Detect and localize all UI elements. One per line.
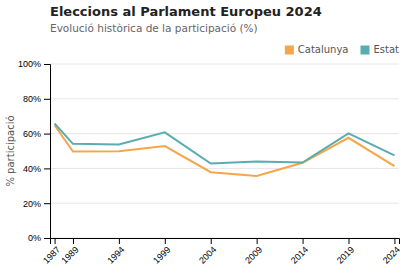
line bbox=[55, 125, 395, 176]
tick-mark bbox=[73, 238, 74, 244]
axis-title: % participació bbox=[5, 115, 16, 186]
plot: 19871989 1994 1999 2004 2009 2014 2019 2024 0% 20… bbox=[18, 59, 402, 265]
grid bbox=[50, 64, 399, 238]
tick-label: 1999 bbox=[151, 244, 172, 265]
tick-mark bbox=[211, 238, 212, 244]
tick-label: 2009 bbox=[243, 244, 264, 265]
tick-mark bbox=[303, 238, 304, 244]
tick-label: 1994 bbox=[105, 244, 126, 265]
tick-mark bbox=[55, 238, 56, 244]
tick-label: 2019 bbox=[335, 244, 356, 265]
tick-label: 40% bbox=[23, 164, 41, 174]
tick: 1999 bbox=[151, 238, 172, 266]
y-axis: 0% 20% 40% 60% 80% 100% bbox=[18, 59, 51, 243]
grid-line bbox=[50, 98, 399, 99]
lines bbox=[55, 124, 395, 177]
subtitle: Evolució històrica de la participació (%… bbox=[50, 22, 258, 34]
tick-mark bbox=[394, 238, 395, 244]
axis-line bbox=[44, 65, 51, 239]
axis-line bbox=[51, 239, 400, 245]
grid-line bbox=[50, 168, 399, 169]
x-axis: 19871989 1994 1999 2004 2009 2014 2019 2024 bbox=[41, 238, 402, 266]
tick-label: 80% bbox=[23, 94, 41, 104]
title: Eleccions al Parlament Europeu 2024 bbox=[50, 4, 322, 19]
tick: 60% bbox=[23, 129, 50, 139]
legend-swatch bbox=[285, 46, 294, 55]
tick-mark bbox=[44, 134, 50, 135]
tick: 1987 bbox=[41, 238, 62, 266]
legend-item: Catalunya bbox=[285, 44, 349, 55]
tick: 20% bbox=[23, 199, 50, 209]
legend-swatch bbox=[361, 46, 370, 55]
line bbox=[55, 124, 395, 164]
tick-label: 2014 bbox=[289, 244, 310, 265]
tick: 40% bbox=[23, 164, 50, 174]
tick-mark bbox=[44, 238, 50, 239]
tick-mark bbox=[44, 203, 50, 204]
tick-mark bbox=[44, 64, 50, 65]
grid-line bbox=[50, 64, 399, 65]
tick: 0% bbox=[28, 233, 50, 243]
legend-item: Estat bbox=[361, 44, 400, 55]
tick: 80% bbox=[23, 94, 50, 104]
tick: 2004 bbox=[197, 238, 218, 266]
legend-label: Catalunya bbox=[298, 44, 349, 55]
legend-label: Estat bbox=[374, 44, 400, 55]
legend: Catalunya Estat bbox=[285, 44, 399, 55]
tick: 2009 bbox=[243, 238, 264, 266]
tick: 1994 bbox=[105, 238, 126, 266]
tick-label: 60% bbox=[23, 129, 41, 139]
tick: 100% bbox=[18, 59, 50, 69]
tick-label: 1987 bbox=[41, 244, 62, 265]
tick-mark bbox=[44, 168, 50, 169]
tick: 2014 bbox=[289, 238, 310, 266]
tick: 2019 bbox=[335, 238, 356, 266]
tick-mark bbox=[257, 238, 258, 244]
tick-mark bbox=[348, 238, 349, 244]
tick-mark bbox=[44, 99, 50, 100]
tick-mark bbox=[119, 238, 120, 244]
tick-label: 1989 bbox=[59, 244, 80, 265]
grid-line bbox=[50, 203, 399, 204]
tick-label: 0% bbox=[28, 233, 41, 243]
tick-label: 2024 bbox=[381, 244, 402, 265]
tick-mark bbox=[165, 238, 166, 244]
chart: Eleccions al Parlament Europeu 2024 Evolu… bbox=[0, 0, 413, 276]
tick-label: 20% bbox=[23, 199, 41, 209]
tick: 1989 bbox=[59, 238, 80, 266]
tick-label: 100% bbox=[18, 59, 41, 69]
tick: 2024 bbox=[381, 238, 402, 266]
tick-label: 2004 bbox=[197, 244, 218, 265]
